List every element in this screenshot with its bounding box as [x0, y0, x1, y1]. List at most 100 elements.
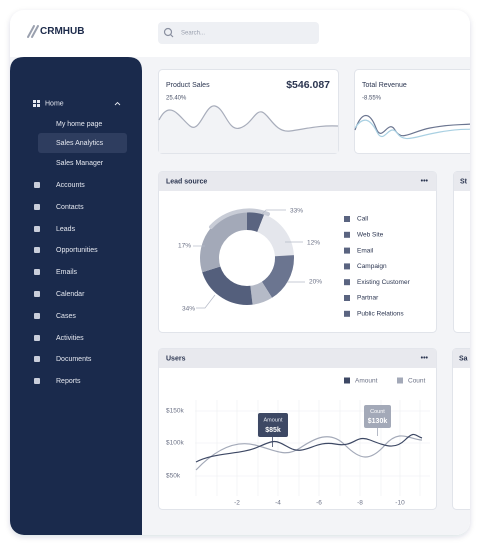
nav-icon [34, 204, 40, 210]
donut-label: 34% [182, 306, 195, 313]
legend-swatch [397, 377, 403, 384]
donut-highlight [209, 208, 270, 229]
x-tick-label: -8 [357, 500, 363, 507]
tooltip [258, 413, 288, 437]
amount-line [195, 433, 423, 463]
legend-label: Email [357, 247, 374, 254]
nav-icon [34, 335, 40, 341]
legend-label: Call [357, 216, 369, 223]
y-tick-label: $100k [166, 440, 184, 447]
nav-icon [34, 313, 40, 319]
logo-icon [27, 25, 39, 38]
card-change: 25.40% [166, 96, 187, 102]
nav-item[interactable]: Contacts [56, 204, 84, 211]
legend: Call Web Site Email Campaign Existing Custom… [344, 216, 411, 318]
count-line [195, 435, 423, 471]
legend-label: Web Site [357, 232, 384, 239]
nav-icon [34, 291, 40, 297]
nav-subitem[interactable]: Sales Analytics [56, 140, 104, 147]
nav-icon [34, 182, 40, 188]
nav-item[interactable]: Accounts [56, 182, 85, 189]
card-change: -8.55% [362, 96, 382, 102]
card-header [158, 348, 437, 368]
nav-item[interactable]: Reports [56, 378, 81, 385]
menu-button[interactable]: ••• [421, 355, 429, 362]
donut-segment [200, 211, 294, 305]
donut-label: 12% [307, 240, 320, 247]
nav-home[interactable]: Home [45, 100, 64, 107]
search-placeholder: Search... [181, 31, 205, 37]
window-content: CRMHUB Search... Home My home page Sales … [10, 22, 470, 535]
axes: $150k $100k $50k -2 -4 -6 -8 -10 [166, 408, 405, 507]
tooltip-label: Amount [264, 417, 283, 423]
nav-item[interactable]: Leads [56, 226, 76, 233]
nav-item[interactable]: Documents [56, 356, 92, 363]
donut-label: 20% [309, 279, 322, 286]
legend-swatch [344, 279, 350, 286]
legend-swatch [344, 263, 350, 270]
sparkline-area [159, 105, 338, 153]
legend-label: Count [408, 378, 426, 385]
card-header [158, 171, 437, 191]
card-title: Lead source [166, 178, 207, 185]
sidebar [10, 57, 142, 535]
card-header [454, 172, 470, 191]
chevron [114, 101, 121, 106]
nav-icon [34, 226, 40, 232]
nav-active-bg [38, 133, 127, 153]
card-title: Product Sales [166, 82, 210, 89]
x-tick-label: -2 [234, 500, 240, 507]
nav-item[interactable]: Cases [56, 313, 76, 320]
nav-item[interactable]: Emails [56, 269, 78, 276]
tooltip [364, 405, 391, 428]
legend-swatch [344, 310, 350, 317]
x-tick-label: -10 [395, 500, 405, 507]
nav-icon [34, 269, 40, 275]
card-title: St [460, 178, 468, 185]
donut [200, 211, 294, 305]
nav-subitem[interactable]: My home page [56, 121, 102, 128]
tooltip-value: $85k [265, 427, 281, 434]
card-title: Total Revenue [362, 82, 407, 89]
nav-item[interactable]: Opportunities [56, 247, 98, 254]
donut-segment [200, 211, 294, 305]
card-value: $546.087 [286, 79, 330, 91]
menu-button[interactable]: ••• [421, 178, 429, 185]
x-tick-label: -6 [316, 500, 322, 507]
sparkline [158, 105, 339, 132]
y-tick-label: $50k [166, 473, 181, 480]
nav-subitem[interactable]: Sales Manager [56, 160, 104, 167]
card-title: Users [166, 355, 186, 362]
legend-label: Existing Customer [357, 279, 411, 286]
sparkline [354, 114, 470, 137]
card [158, 348, 437, 510]
legend-swatch [344, 216, 350, 222]
donut-segment [200, 211, 294, 305]
leader-lines [193, 209, 305, 309]
nav-icon [34, 356, 40, 362]
x-tick-label: -4 [275, 500, 281, 507]
y-tick-label: $150k [166, 408, 184, 415]
search-icon [163, 27, 173, 37]
legend-swatch [344, 231, 350, 238]
nav-list: My home page Sales Analytics Sales Manager… [34, 121, 104, 385]
logo: CRMHUB [40, 26, 84, 37]
nav-item[interactable]: Calendar [56, 291, 85, 298]
nav-item[interactable]: Activities [56, 335, 84, 342]
search-box[interactable] [158, 22, 319, 44]
card-title: Sa [459, 355, 468, 362]
donut-label: 33% [290, 208, 303, 215]
home-icon [33, 100, 40, 107]
tooltip-value: $130k [368, 418, 388, 425]
legend-label: Amount [355, 378, 378, 385]
legend-swatch [344, 247, 350, 254]
donut-labels: 33% 12% 20% 34% 17% [178, 208, 322, 313]
search-icon-handle [170, 34, 174, 38]
card [453, 171, 470, 333]
sparkline [354, 119, 470, 140]
card [452, 348, 470, 510]
legend-label: Partnar [357, 295, 379, 302]
